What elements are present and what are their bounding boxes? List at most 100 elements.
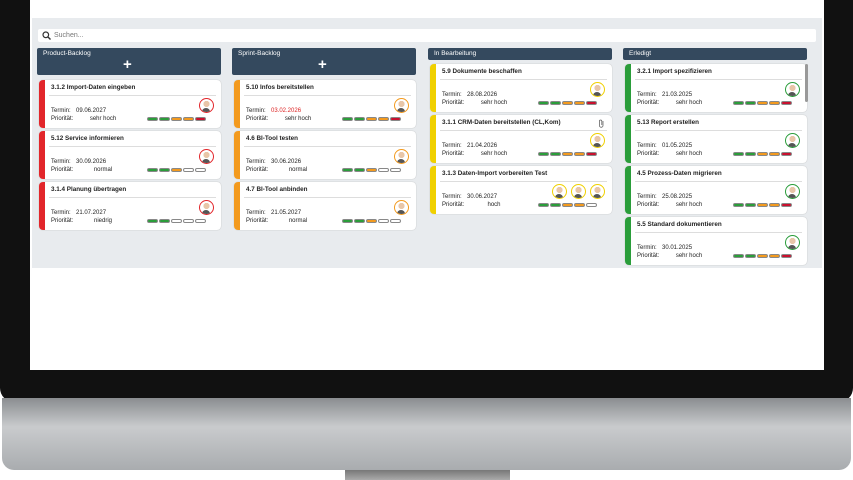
- status-stripe: [625, 115, 631, 163]
- priority-segment: [745, 101, 756, 105]
- status-stripe: [625, 166, 631, 214]
- priority-segment: [586, 152, 597, 156]
- priority-segment: [195, 117, 206, 121]
- card-title: 4.5 Prozess-Daten migrieren: [637, 170, 722, 177]
- priority-segment: [342, 117, 353, 121]
- termin-value: 25.08.2025: [662, 194, 693, 200]
- priority-segment: [757, 254, 768, 258]
- task-card[interactable]: 5.12 Service informieren Termin: 30.09.202…: [39, 131, 221, 179]
- termin-value: 30.06.2026: [271, 159, 302, 165]
- priority-label: Priorität:: [246, 167, 269, 173]
- priority-segment: [390, 219, 401, 223]
- avatar: [199, 98, 214, 113]
- kanban-board: Suchen... Product-Backlog + 3.1.2 Import-D…: [32, 18, 822, 268]
- status-stripe: [234, 182, 240, 230]
- column-header: Erledigt: [623, 48, 807, 60]
- avatar: [590, 82, 605, 97]
- task-card[interactable]: 3.1.2 Import-Daten eingeben Termin: 09.06.…: [39, 80, 221, 128]
- priority-segment: [171, 219, 182, 223]
- status-stripe: [39, 131, 45, 179]
- separator: [49, 95, 216, 96]
- priority-segment: [183, 117, 194, 121]
- priority-segment: [183, 168, 194, 172]
- termin-value: 21.03.2025: [662, 92, 693, 98]
- priority-value: sehr hoch: [675, 151, 703, 157]
- add-card-button[interactable]: +: [318, 56, 327, 73]
- status-stripe: [234, 131, 240, 179]
- priority-value: niedrig: [93, 218, 112, 224]
- priority-segment: [378, 219, 389, 223]
- priority-segment: [390, 168, 401, 172]
- termin-value: 03.02.2026: [271, 108, 302, 114]
- task-card[interactable]: 5.10 Infos bereitstellen Termin: 03.02.202…: [234, 80, 416, 128]
- termin-label: Termin:: [637, 245, 657, 251]
- priority-segment: [562, 101, 573, 105]
- priority-label: Priorität:: [637, 100, 660, 106]
- termin-label: Termin:: [51, 108, 71, 114]
- priority-value: normal: [288, 218, 308, 224]
- priority-value: normal: [288, 167, 308, 173]
- priority-segment: [147, 117, 158, 121]
- termin-label: Termin:: [246, 159, 266, 165]
- termin-value: 01.05.2025: [662, 143, 693, 149]
- add-card-button[interactable]: +: [123, 56, 132, 73]
- monitor-chin: [2, 398, 851, 470]
- termin-label: Termin:: [442, 194, 462, 200]
- priority-segment: [550, 152, 561, 156]
- status-stripe: [430, 64, 436, 112]
- priority-segment: [733, 254, 744, 258]
- priority-segment: [159, 117, 170, 121]
- search-box[interactable]: Suchen...: [38, 29, 816, 42]
- priority-segment: [354, 168, 365, 172]
- priority-segment: [366, 117, 377, 121]
- task-card[interactable]: 3.1.3 Daten-Import vorbereiten Test Termi…: [430, 166, 612, 214]
- priority-segment: [781, 203, 792, 207]
- avatar: [785, 133, 800, 148]
- priority-segment: [378, 168, 389, 172]
- task-card[interactable]: 5.5 Standard dokumentieren Termin: 30.01.2…: [625, 217, 807, 265]
- task-card[interactable]: 3.1.1 CRM-Daten bereitstellen (CL,Kom) Te…: [430, 115, 612, 163]
- priority-segment: [769, 101, 780, 105]
- priority-segment: [550, 101, 561, 105]
- priority-segment: [745, 203, 756, 207]
- card-title: 3.1.3 Daten-Import vorbereiten Test: [442, 170, 548, 177]
- priority-segment: [733, 101, 744, 105]
- task-card[interactable]: 4.7 BI-Tool anbinden Termin: 21.05.2027 Pri…: [234, 182, 416, 230]
- termin-value: 30.01.2025: [662, 245, 693, 251]
- task-card[interactable]: 4.5 Prozess-Daten migrieren Termin: 25.08.…: [625, 166, 807, 214]
- priority-segment: [745, 254, 756, 258]
- task-card[interactable]: 5.13 Report erstellen Termin: 01.05.2025 Pr…: [625, 115, 807, 163]
- avatar: [394, 98, 409, 113]
- task-card[interactable]: 5.9 Dokumente beschaffen Termin: 28.08.202…: [430, 64, 612, 112]
- column-header: Product-Backlog +: [37, 48, 221, 75]
- card-title: 5.10 Infos bereitstellen: [246, 84, 314, 91]
- separator: [49, 146, 216, 147]
- priority-segment: [574, 203, 585, 207]
- avatar: [199, 149, 214, 164]
- priority-value: normal: [93, 167, 113, 173]
- priority-segment: [586, 203, 597, 207]
- priority-value: sehr hoch: [89, 116, 117, 122]
- card-title: 3.2.1 Import spezifizieren: [637, 68, 712, 75]
- termin-value: 21.05.2027: [271, 210, 302, 216]
- priority-segment: [354, 117, 365, 121]
- priority-segment: [574, 152, 585, 156]
- separator: [440, 79, 607, 80]
- task-card[interactable]: 4.6 BI-Tool testen Termin: 30.06.2026 Prior…: [234, 131, 416, 179]
- priority-segment: [366, 219, 377, 223]
- priority-label: Priorität:: [246, 116, 269, 122]
- card-title: 3.1.1 CRM-Daten bereitstellen (CL,Kom): [442, 119, 561, 126]
- avatar: [590, 184, 605, 199]
- card-title: 5.9 Dokumente beschaffen: [442, 68, 522, 75]
- priority-label: Priorität:: [442, 100, 465, 106]
- priority-segment: [586, 101, 597, 105]
- task-card[interactable]: 3.1.4 Planung übertragen Termin: 21.07.202…: [39, 182, 221, 230]
- task-card[interactable]: 3.2.1 Import spezifizieren Termin: 21.03.2…: [625, 64, 807, 112]
- card-title: 3.1.4 Planung übertragen: [51, 186, 127, 193]
- avatar: [199, 200, 214, 215]
- priority-segment: [195, 168, 206, 172]
- termin-label: Termin:: [51, 159, 71, 165]
- card-title: 5.5 Standard dokumentieren: [637, 221, 722, 228]
- avatar: [785, 184, 800, 199]
- column-title: Sprint-Backlog: [238, 50, 281, 57]
